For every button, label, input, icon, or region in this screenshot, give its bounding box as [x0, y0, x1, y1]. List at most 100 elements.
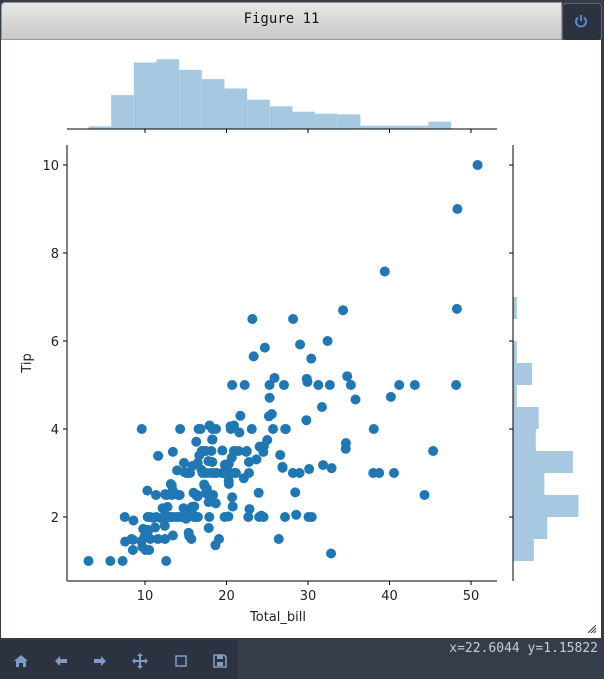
- data-point: [105, 556, 116, 566]
- resize-grip-icon[interactable]: [588, 625, 596, 633]
- data-point: [127, 545, 138, 555]
- data-point: [244, 504, 255, 515]
- y-tick-label: 8: [51, 247, 59, 262]
- data-point: [233, 446, 244, 456]
- data-point: [264, 392, 275, 403]
- y-hist-bar: [513, 341, 517, 363]
- data-point: [203, 523, 214, 533]
- back-arrow-icon[interactable]: [50, 650, 72, 672]
- data-point: [326, 463, 337, 474]
- data-point: [318, 460, 329, 471]
- y-hist-bar: [513, 495, 579, 517]
- x-hist-bar: [292, 111, 316, 129]
- data-point: [451, 380, 462, 390]
- data-point: [269, 372, 280, 383]
- data-point: [385, 391, 396, 402]
- y-tick-label: 2: [51, 511, 59, 526]
- data-point: [186, 534, 197, 544]
- power-button[interactable]: [562, 3, 602, 41]
- y-hist-bar: [513, 297, 517, 319]
- data-point: [142, 485, 153, 496]
- data-point: [452, 204, 463, 214]
- x-hist-bar: [156, 59, 180, 129]
- window-titlebar: Figure 11: [1, 2, 562, 40]
- data-point: [161, 556, 172, 566]
- data-point: [268, 424, 279, 434]
- y-tick-label: 6: [51, 335, 59, 350]
- y-hist-bar: [513, 517, 548, 539]
- data-point: [280, 424, 291, 434]
- data-point: [227, 492, 238, 503]
- navigation-toolbar: [0, 640, 238, 679]
- x-axis-label: Total_bill: [249, 610, 306, 625]
- data-point: [174, 490, 185, 500]
- data-point: [83, 556, 94, 566]
- y-hist-bar: [513, 385, 517, 407]
- data-point: [248, 351, 259, 362]
- x-hist-bar: [383, 125, 406, 129]
- home-icon[interactable]: [10, 650, 32, 672]
- data-point: [195, 424, 206, 434]
- data-point: [175, 424, 186, 434]
- data-point: [243, 468, 254, 478]
- data-point: [472, 160, 483, 170]
- data-point: [288, 314, 299, 324]
- data-point: [227, 380, 238, 390]
- data-point: [207, 457, 218, 467]
- data-point: [304, 464, 315, 475]
- data-point: [262, 435, 273, 445]
- y-hist-bar: [513, 539, 534, 561]
- data-point: [127, 534, 138, 545]
- data-point: [128, 515, 139, 526]
- data-point: [324, 380, 335, 390]
- data-point: [189, 501, 200, 512]
- save-icon[interactable]: [209, 650, 231, 672]
- data-point: [178, 457, 189, 468]
- data-point: [342, 371, 353, 382]
- data-point: [275, 449, 286, 460]
- data-point: [394, 380, 405, 390]
- data-point: [251, 454, 262, 465]
- data-point: [306, 353, 317, 364]
- data-point: [291, 509, 302, 520]
- data-point: [159, 520, 170, 531]
- data-point: [210, 424, 221, 434]
- data-point: [160, 534, 171, 544]
- x-hist-bar: [428, 121, 452, 129]
- data-point: [306, 512, 317, 522]
- data-point: [280, 512, 291, 522]
- data-point: [379, 266, 390, 277]
- data-point: [451, 303, 462, 314]
- data-point: [119, 512, 130, 522]
- data-point: [345, 380, 356, 390]
- data-point: [239, 380, 250, 390]
- data-point: [243, 512, 254, 522]
- forward-arrow-icon[interactable]: [89, 650, 111, 672]
- data-point: [117, 556, 128, 566]
- data-point: [264, 380, 275, 390]
- figure-canvas[interactable]: 10 20 30 40 50 2 4 6 8 10 Total_bill Tip: [1, 40, 601, 638]
- data-point: [153, 450, 164, 461]
- data-point: [428, 446, 439, 456]
- x-tick-label: 20: [218, 589, 235, 604]
- data-point: [162, 501, 173, 512]
- data-point: [206, 446, 217, 456]
- data-point: [191, 436, 202, 447]
- data-point: [214, 534, 225, 544]
- data-point: [409, 380, 420, 390]
- x-hist-bar: [133, 62, 157, 129]
- data-point: [350, 394, 361, 405]
- data-point: [258, 512, 269, 522]
- data-point: [167, 530, 178, 541]
- y-hist-bar: [513, 451, 573, 473]
- data-point: [217, 445, 228, 456]
- x-hist-bar: [360, 125, 384, 129]
- data-point: [223, 479, 234, 489]
- zoom-rect-icon[interactable]: [170, 650, 192, 672]
- data-point: [241, 446, 252, 456]
- pan-move-icon[interactable]: [129, 650, 151, 672]
- data-point: [273, 534, 284, 544]
- x-hist-bar: [201, 79, 225, 129]
- y-tick-label: 4: [51, 423, 59, 438]
- data-point: [151, 490, 162, 500]
